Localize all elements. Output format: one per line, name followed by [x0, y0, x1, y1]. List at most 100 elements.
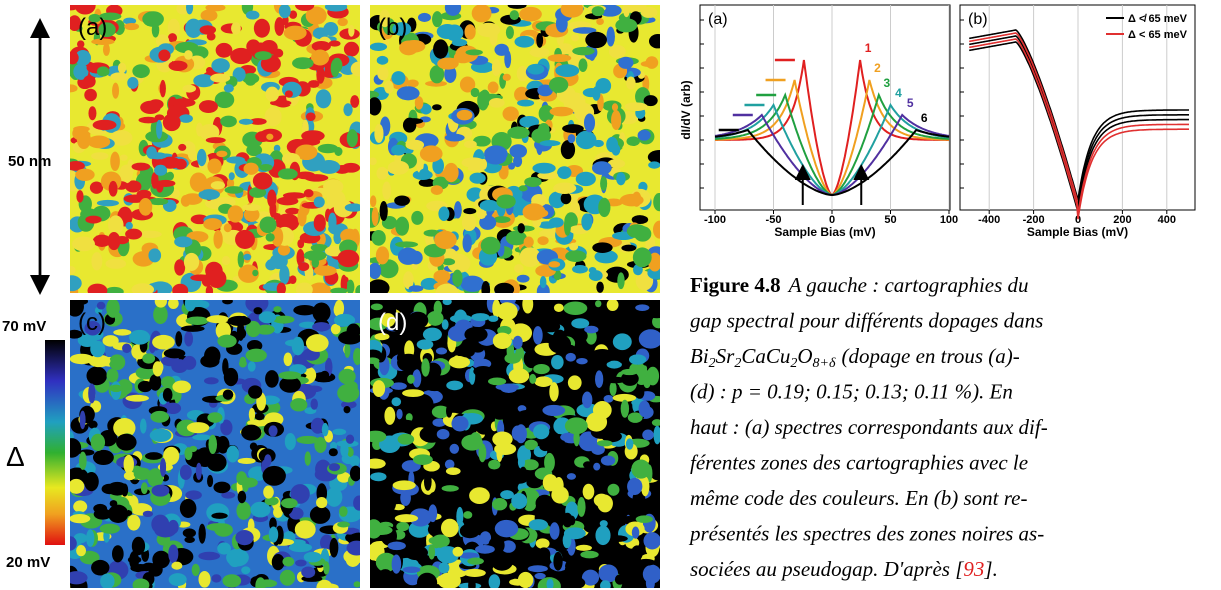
map-blob — [410, 393, 434, 414]
map-blob — [526, 477, 543, 489]
map-blob — [88, 420, 98, 429]
map-blob — [417, 572, 438, 588]
map-blob — [488, 98, 505, 108]
caption-text: même code des couleurs. En (b) sont re- — [690, 486, 1027, 510]
map-blob — [269, 99, 292, 107]
map-blob — [519, 247, 541, 268]
map-blob — [536, 32, 544, 48]
map-blob — [288, 507, 304, 520]
map-blob — [654, 389, 660, 396]
map-blob — [534, 572, 546, 580]
map-blob — [262, 465, 286, 486]
map-blob — [70, 353, 94, 365]
map-blob — [110, 130, 133, 146]
map-blob — [375, 246, 390, 265]
map-blob — [582, 461, 593, 469]
map-blob — [370, 490, 385, 498]
map-blob — [433, 269, 451, 283]
map-blob — [640, 6, 658, 18]
map-blob — [637, 129, 651, 141]
map-blob — [494, 519, 519, 538]
map-blob — [276, 196, 299, 206]
map-blob — [463, 511, 473, 519]
map-blob — [207, 158, 222, 174]
map-blob — [395, 216, 410, 236]
map-blob — [147, 468, 164, 488]
map-blob — [107, 231, 121, 251]
map-blob — [107, 504, 129, 524]
map-blob — [494, 43, 509, 56]
map-blob — [606, 300, 619, 312]
map-blob — [496, 194, 516, 209]
map-blob — [237, 251, 245, 268]
map-blob — [111, 545, 124, 563]
map-blob — [403, 271, 414, 290]
curve-label: 2 — [874, 61, 881, 75]
map-blob — [310, 417, 325, 434]
map-blob — [184, 50, 193, 60]
map-blob — [370, 42, 388, 51]
map-blob — [509, 10, 519, 21]
map-blob — [514, 35, 535, 48]
map-blob — [492, 431, 513, 447]
map-blob — [445, 404, 453, 418]
map-blob — [560, 5, 584, 18]
x-tick-label: 400 — [1158, 214, 1176, 226]
map-blob — [611, 110, 622, 131]
map-blob — [96, 301, 106, 310]
map-blob — [645, 56, 659, 69]
map-blob — [206, 503, 230, 523]
map-blob — [70, 15, 82, 31]
map-blob — [635, 304, 650, 311]
caption-line: même code des couleurs. En (b) sont re- — [690, 486, 1027, 510]
x-tick-label: 0 — [1075, 214, 1081, 226]
map-blob — [70, 265, 76, 275]
x-tick-label: 50 — [884, 214, 896, 226]
map-blob — [535, 538, 550, 549]
map-blob — [92, 449, 114, 466]
map-blob — [542, 474, 558, 492]
map-blob — [84, 320, 101, 336]
map-blob — [374, 123, 384, 143]
formula-part: Bi — [690, 344, 709, 368]
map-blob — [217, 542, 231, 555]
x-tick-label: -200 — [1023, 214, 1045, 226]
map-blob — [216, 150, 228, 158]
map-blob — [91, 152, 109, 160]
map-blob — [370, 97, 382, 116]
map-blob — [350, 61, 360, 77]
map-blob — [92, 234, 112, 247]
map-blob — [313, 265, 337, 276]
map-blob — [211, 574, 222, 583]
map-blob — [231, 22, 241, 35]
map-blob — [145, 130, 168, 143]
map-blob — [370, 430, 387, 443]
map-blob — [315, 459, 332, 479]
map-blob — [479, 215, 497, 230]
map-blob — [92, 119, 117, 131]
map-blob — [370, 157, 377, 166]
map-blob — [154, 300, 167, 308]
map-blob — [533, 424, 550, 440]
map-blob — [591, 6, 605, 17]
map-blob — [131, 536, 146, 556]
map-blob — [477, 22, 501, 38]
map-blob — [245, 320, 261, 338]
map-blob — [484, 145, 508, 163]
x-tick-label: 100 — [940, 214, 958, 226]
map-blob — [148, 248, 162, 263]
x-axis-label: Sample Bias (mV) — [774, 225, 875, 239]
map-blob — [236, 321, 245, 341]
map-blob — [372, 380, 386, 397]
map-blob — [444, 459, 455, 470]
map-blob — [227, 315, 251, 326]
map-blob — [493, 216, 511, 224]
map-blob — [514, 264, 524, 273]
map-blob — [375, 552, 397, 573]
map-blob — [154, 164, 168, 176]
map-blob — [397, 433, 415, 445]
map-blob — [129, 329, 151, 345]
map-blob — [320, 370, 330, 380]
map-blob — [370, 357, 380, 364]
